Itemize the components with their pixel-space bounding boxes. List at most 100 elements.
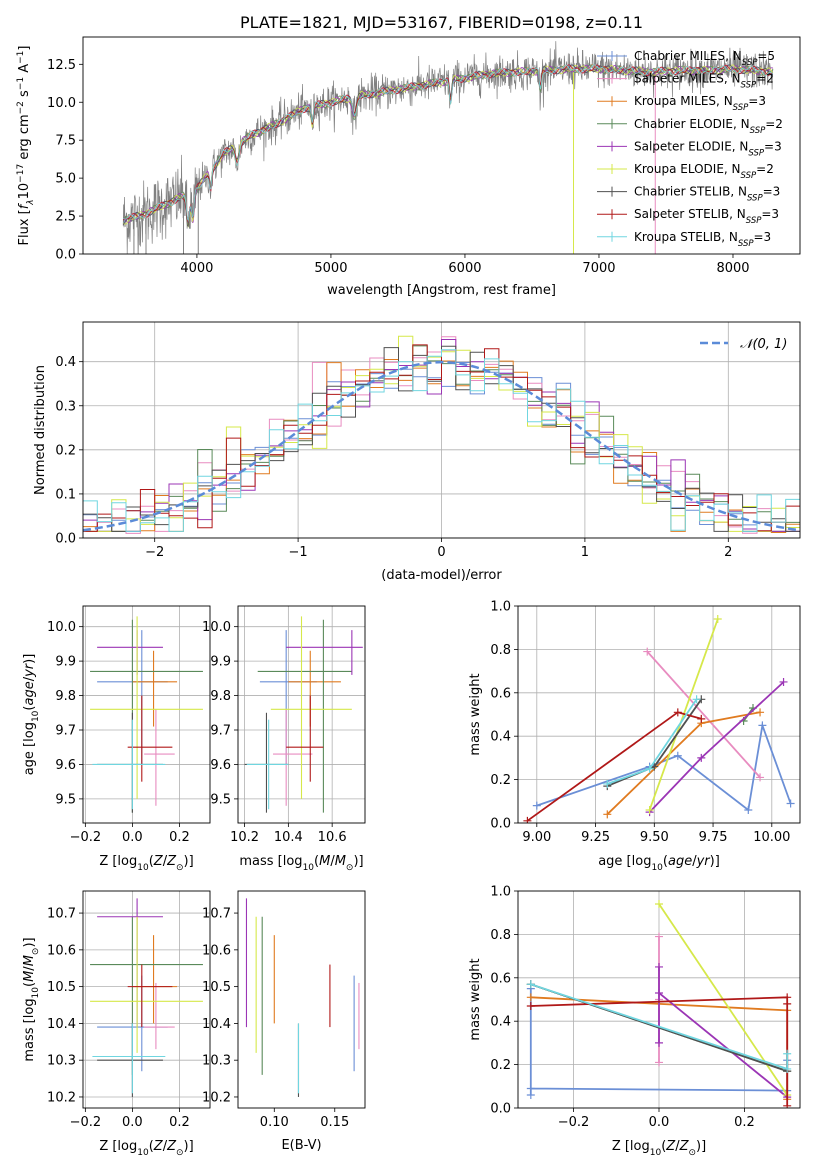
data-point (673, 751, 682, 760)
data-point (783, 999, 792, 1008)
errorbar-kroupa-elodie (270, 616, 352, 799)
x-axis-label-part: Z (166, 854, 177, 869)
legend-sub: SSP (746, 216, 762, 226)
y-axis-label-part: mass [log (22, 998, 37, 1061)
panel-residuals: −2 −1 0 1 2 0.0 0.1 0.2 0.3 0.4 (data-model)/error… (33, 321, 801, 583)
axes-frame (82, 36, 801, 255)
plot-area (122, 41, 774, 254)
spectrum-data-line (122, 41, 774, 254)
x-axis-label-part: )] (184, 854, 194, 869)
data-point (526, 993, 535, 1002)
x-tick-label: 10.6 (318, 830, 347, 845)
data-point (655, 1058, 663, 1067)
series-line (648, 681, 785, 813)
y-axis-label: mass [log10(M/M⊙)] (22, 937, 41, 1061)
data-point (523, 816, 532, 823)
chart-title: PLATE=1821, MJD=53167, FIBERID=0198, z=0… (240, 13, 643, 32)
y-tick-label: 0.6 (490, 971, 511, 986)
y-tick-label: 0.0 (490, 817, 511, 832)
y-axis-label-part: M (22, 955, 37, 966)
y-tick-label: 9.6 (55, 758, 76, 773)
legend-n: N (733, 49, 742, 63)
x-axis-label-part: ( (149, 854, 154, 869)
legend-sub: SSP (747, 194, 763, 204)
x-axis-label-part: )] (710, 854, 720, 869)
panel-spectrum: 4000 5000 6000 7000 8000 0.0 2.5 5.0 7.5 10.0 12.5… (16, 13, 801, 298)
legend-count: =5 (757, 49, 775, 63)
errorbar-kroupa-elodie (90, 616, 203, 799)
axes-frame (82, 890, 211, 1109)
data-point (526, 1002, 535, 1011)
series-kroupa-miles (603, 708, 765, 819)
data-point (783, 1064, 792, 1073)
x-axis-label-part: / (692, 854, 697, 869)
y-tick-label: 9.8 (210, 689, 231, 704)
x-tick-label: 8000 (716, 261, 749, 276)
data-point (645, 764, 654, 773)
data-point (603, 779, 612, 788)
y-tick-label: 5.0 (55, 172, 76, 187)
errorbar-kroupa-stelib (92, 719, 166, 810)
x-tick-label: 10.4 (274, 830, 303, 845)
x-tick-label: −0.2 (70, 830, 102, 845)
y-tick-label: 0.2 (490, 1058, 511, 1073)
y-tick-label: 9.8 (55, 689, 76, 704)
plot-area (83, 322, 800, 538)
spectrum-model-kroupa-stelib (123, 64, 774, 222)
y-axis-label-part: ] (17, 46, 32, 51)
y-axis-label-part: )] (22, 937, 37, 947)
data-point (643, 647, 652, 656)
x-axis-label-part: 10 (651, 863, 663, 873)
errorbar-salpeter-miles (144, 982, 175, 1050)
y-axis-label-part: −17 (16, 164, 26, 183)
x-tick-label: 1 (581, 545, 589, 560)
series-line (536, 721, 792, 812)
plot-area (83, 891, 210, 1108)
legend-n: N (738, 185, 747, 199)
data-point (697, 714, 706, 723)
panel-age-vs-mass: 10.2 10.4 10.6 9.5 9.6 9.7 9.8 9.9 10.0 mass [log… (202, 605, 366, 873)
plot-area (518, 606, 800, 823)
y-axis-label-part: age (22, 681, 37, 705)
y-tick-label: 10.5 (47, 980, 76, 995)
series-line (658, 967, 788, 1098)
y-axis-label-part: / (22, 966, 37, 971)
data-point (526, 1084, 535, 1093)
y-axis-label-part: )] (22, 654, 37, 664)
x-axis-label-part: Z (166, 1139, 177, 1154)
legend-sub: SSP (733, 103, 749, 113)
series-line (526, 711, 702, 822)
x-tick-label: 4000 (180, 261, 213, 276)
errorbar-chabrier-stelib (97, 712, 163, 813)
y-tick-label: 9.9 (55, 655, 76, 670)
errorbar-chabrier-stelib (244, 712, 289, 813)
x-axis-label-part: ( (663, 854, 668, 869)
y-axis-label: mass weight (468, 958, 483, 1040)
x-axis-label: mass [log10(M/M⊙)] (239, 854, 363, 873)
y-tick-label: 10.4 (47, 1017, 76, 1032)
x-axis-label-part: )] (353, 854, 363, 869)
errorbar-kroupa-elodie (90, 916, 203, 1053)
y-tick-label: 0.3 (55, 399, 76, 414)
errorbar-kroupa-miles (132, 935, 178, 1024)
data-point (779, 677, 788, 686)
y-tick-label: 10.2 (202, 1090, 231, 1105)
y-tick-label: 10.7 (47, 907, 76, 922)
y-tick-label: 0.4 (55, 355, 76, 370)
x-axis-label-part: / (163, 1139, 168, 1154)
legend-sub: SSP (742, 58, 758, 68)
y-tick-label: 0.2 (490, 773, 511, 788)
series-line (646, 650, 761, 779)
data-point (673, 708, 682, 717)
x-axis-label-part: )] (696, 1139, 706, 1154)
y-tick-label: 0.0 (55, 532, 76, 547)
x-tick-label: 0.0 (649, 1115, 670, 1130)
errorbar-salpeter-elodie (286, 630, 363, 675)
y-tick-label: 7.5 (55, 134, 76, 149)
panel-weight-vs-age: 9.00 9.25 9.50 9.75 10.00 0.0 0.2 0.4 0.6 0.8 1.0 a… (468, 600, 801, 873)
data-point (526, 980, 535, 989)
legend-label-chabrier-stelib: Chabrier STELIB, NSSP=3 (634, 185, 780, 204)
axes-frame (517, 605, 801, 824)
axes-frame (82, 605, 211, 824)
